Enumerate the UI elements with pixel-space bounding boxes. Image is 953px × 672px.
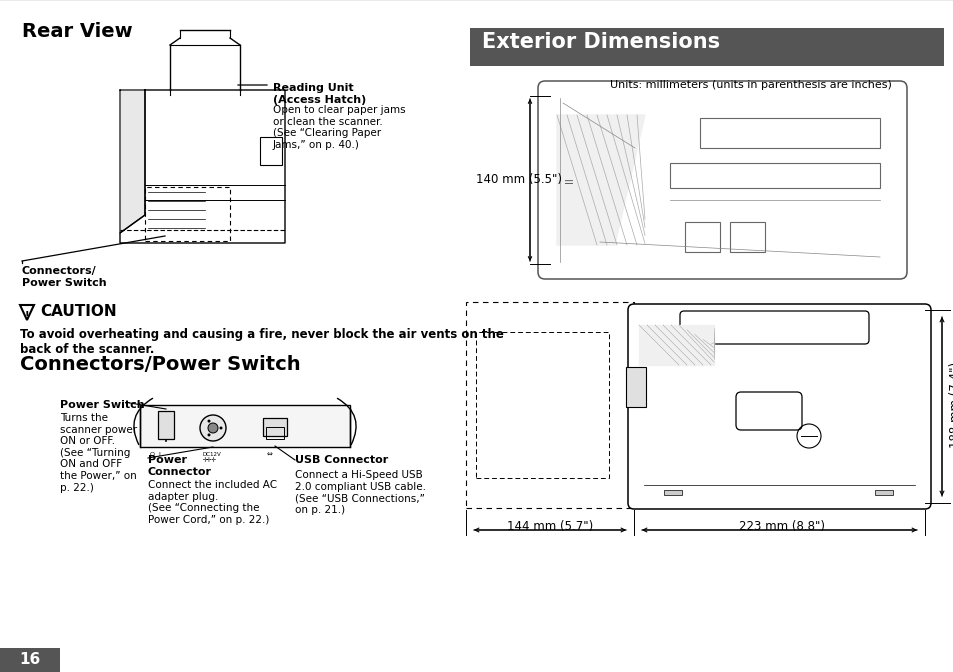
Bar xyxy=(0,648,60,672)
Circle shape xyxy=(208,419,211,423)
Bar xyxy=(470,28,943,66)
Text: Open to clear paper jams
or clean the scanner.
(See “Clearing Paper
Jams,” on p.: Open to clear paper jams or clean the sc… xyxy=(273,105,405,150)
Text: Rear View: Rear View xyxy=(22,22,132,41)
Text: USB Connector: USB Connector xyxy=(294,455,388,465)
Polygon shape xyxy=(20,305,34,320)
Text: 188 mm (7.4"): 188 mm (7.4") xyxy=(948,362,953,448)
Text: II: II xyxy=(564,177,575,183)
Bar xyxy=(684,222,720,252)
Text: To avoid overheating and causing a fire, never block the air vents on the
back o: To avoid overheating and causing a fire,… xyxy=(20,328,503,356)
Text: 223 mm (8.8"): 223 mm (8.8") xyxy=(739,520,824,533)
Text: Exterior Dimensions: Exterior Dimensions xyxy=(481,32,720,52)
Bar xyxy=(625,367,645,407)
FancyBboxPatch shape xyxy=(537,81,906,279)
Bar xyxy=(874,490,892,495)
Text: 140 mm (5.5"): 140 mm (5.5") xyxy=(476,173,561,187)
Text: Turns the
scanner power
ON or OFF.
(See “Turning
ON and OFF
the Power,” on
p. 22: Turns the scanner power ON or OFF. (See … xyxy=(60,413,137,493)
Text: !: ! xyxy=(25,311,30,321)
FancyBboxPatch shape xyxy=(627,304,930,509)
Text: 144 mm (5.7"): 144 mm (5.7") xyxy=(506,520,593,533)
Text: CAUTION: CAUTION xyxy=(40,304,116,319)
Bar xyxy=(263,418,287,436)
Text: Power: Power xyxy=(148,455,187,465)
Bar xyxy=(158,411,173,439)
Circle shape xyxy=(200,415,226,441)
Circle shape xyxy=(208,433,211,436)
Polygon shape xyxy=(120,90,145,233)
Text: ⇔: ⇔ xyxy=(267,452,273,458)
Polygon shape xyxy=(557,115,644,245)
Bar xyxy=(266,427,284,439)
Text: Reading Unit
(Access Hatch): Reading Unit (Access Hatch) xyxy=(273,83,366,105)
Bar xyxy=(663,490,681,495)
Bar xyxy=(729,222,764,252)
Polygon shape xyxy=(639,325,713,365)
Bar xyxy=(260,137,282,165)
Text: 16: 16 xyxy=(19,653,41,667)
Text: Connect the included AC
adapter plug.
(See “Connecting the
Power Cord,” on p. 22: Connect the included AC adapter plug. (S… xyxy=(148,480,276,525)
Text: Power Switch: Power Switch xyxy=(60,400,145,410)
Text: DC12V
✢✢✢: DC12V ✢✢✢ xyxy=(203,452,221,463)
Bar xyxy=(669,163,879,188)
Text: Connectors/Power Switch: Connectors/Power Switch xyxy=(20,355,300,374)
Text: Connectors/
Power Switch: Connectors/ Power Switch xyxy=(22,266,107,288)
Bar xyxy=(140,405,350,447)
Bar xyxy=(465,302,634,508)
Text: Units: millimeters (units in parenthesis are inches): Units: millimeters (units in parenthesis… xyxy=(609,80,891,90)
Circle shape xyxy=(208,423,218,433)
Bar xyxy=(476,332,608,478)
Bar xyxy=(700,118,879,148)
Text: O  I: O I xyxy=(150,452,161,457)
Circle shape xyxy=(219,427,222,429)
Bar xyxy=(145,187,230,241)
FancyBboxPatch shape xyxy=(679,311,868,344)
Text: Connect a Hi-Speed USB
2.0 compliant USB cable.
(See “USB Connections,”
on p. 21: Connect a Hi-Speed USB 2.0 compliant USB… xyxy=(294,470,426,515)
Text: Connector: Connector xyxy=(148,467,212,477)
